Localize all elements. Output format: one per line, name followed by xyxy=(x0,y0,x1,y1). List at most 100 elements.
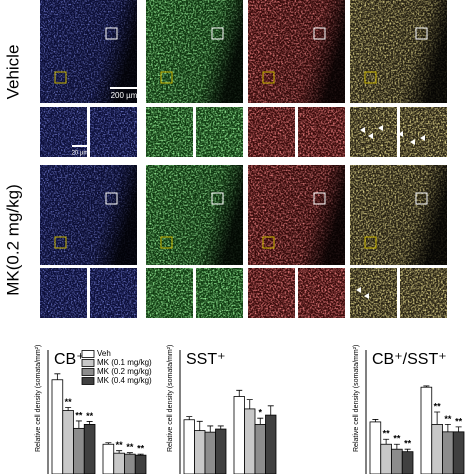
roi-box xyxy=(415,192,428,205)
row-label: MK(0.2 mg/kg) xyxy=(3,184,22,295)
bar xyxy=(380,443,392,474)
error-bar xyxy=(267,405,274,416)
image-shade xyxy=(146,0,243,103)
image-texture xyxy=(40,268,87,318)
legend-swatch xyxy=(81,368,95,376)
image-texture xyxy=(298,107,345,157)
error-bar xyxy=(434,411,441,425)
bar xyxy=(391,448,403,474)
error-bar xyxy=(383,438,390,445)
error-bar xyxy=(404,448,411,452)
arrowhead xyxy=(360,127,365,133)
y-axis-label: Relative cell density (somata/mm²) xyxy=(353,345,360,452)
bar xyxy=(254,423,266,474)
image-texture xyxy=(400,268,447,318)
significance-label: ** xyxy=(86,411,94,421)
roi-box xyxy=(262,236,275,249)
roi-box xyxy=(211,192,224,205)
bar xyxy=(113,452,125,474)
image-texture xyxy=(248,107,295,157)
bar xyxy=(204,431,216,474)
image-texture xyxy=(146,268,193,318)
image-shade xyxy=(40,165,137,265)
arrowhead xyxy=(410,139,415,145)
legend-label: MK (0.1 mg/kg) xyxy=(97,358,152,367)
error-bar xyxy=(372,419,379,422)
bar xyxy=(102,443,115,474)
scale-bar-label: 200 µm xyxy=(111,91,138,100)
arrowhead xyxy=(378,125,383,131)
legend-label: MK (0.2 mg/kg) xyxy=(97,367,152,376)
scale-bar-label: 20 µm xyxy=(72,151,89,157)
bar xyxy=(62,410,74,474)
arrowhead xyxy=(420,135,425,141)
image-texture xyxy=(298,268,345,318)
error-bar xyxy=(455,426,462,432)
bar xyxy=(420,386,433,474)
image-texture xyxy=(146,107,193,157)
roi-box xyxy=(105,192,118,205)
significance-label: ** xyxy=(65,397,73,407)
significance-label: ** xyxy=(434,401,442,411)
error-bar xyxy=(65,407,72,411)
bar xyxy=(369,421,382,474)
image-texture xyxy=(196,268,243,318)
error-bar xyxy=(236,389,243,397)
significance-label: ** xyxy=(455,416,463,426)
significance-label: * xyxy=(258,408,262,418)
bar xyxy=(124,453,136,474)
error-bar xyxy=(54,373,61,380)
roi-box xyxy=(313,27,326,40)
bar xyxy=(73,427,85,474)
significance-label: ** xyxy=(404,439,412,449)
roi-box xyxy=(262,71,275,84)
legend-label: MK (0.4 mg/kg) xyxy=(97,376,152,385)
image-texture xyxy=(90,107,137,157)
error-bar xyxy=(196,420,203,431)
bar xyxy=(183,419,195,474)
error-bar xyxy=(137,453,144,456)
image-shade xyxy=(248,0,345,103)
error-bar xyxy=(217,425,224,430)
legend-label: Veh xyxy=(97,349,111,358)
roi-box xyxy=(313,192,326,205)
significance-label: ** xyxy=(126,442,134,452)
chart-title: SST⁺ xyxy=(186,351,226,368)
bar xyxy=(401,451,414,474)
bar xyxy=(244,408,256,474)
legend-swatch xyxy=(81,359,95,367)
bar xyxy=(83,423,96,474)
significance-label: ** xyxy=(116,440,124,450)
bar xyxy=(452,431,465,474)
error-bar xyxy=(257,417,264,425)
image-texture xyxy=(196,107,243,157)
error-bar xyxy=(423,385,430,388)
bar xyxy=(51,379,64,474)
bar xyxy=(194,430,206,474)
roi-box xyxy=(105,27,118,40)
image-panels xyxy=(40,0,447,318)
roi-box xyxy=(54,236,67,249)
image-texture xyxy=(350,268,397,318)
roi-box xyxy=(364,236,377,249)
roi-box xyxy=(415,27,428,40)
bar xyxy=(233,396,245,474)
legend-swatch xyxy=(81,350,95,358)
roi-box xyxy=(160,71,173,84)
roi-box xyxy=(364,71,377,84)
significance-label: ** xyxy=(393,434,401,444)
error-bar xyxy=(86,421,93,425)
image-shade xyxy=(146,165,243,265)
row-label: Vehicle xyxy=(3,45,22,100)
image-shade xyxy=(248,165,345,265)
image-texture xyxy=(90,268,137,318)
bar xyxy=(431,423,443,474)
image-shade xyxy=(40,0,137,103)
bar xyxy=(215,428,227,474)
arrowhead xyxy=(368,133,373,139)
image-shade xyxy=(350,165,447,265)
error-bar xyxy=(393,443,400,450)
bar xyxy=(134,454,147,474)
arrowhead xyxy=(364,293,369,299)
error-bar xyxy=(105,442,112,445)
